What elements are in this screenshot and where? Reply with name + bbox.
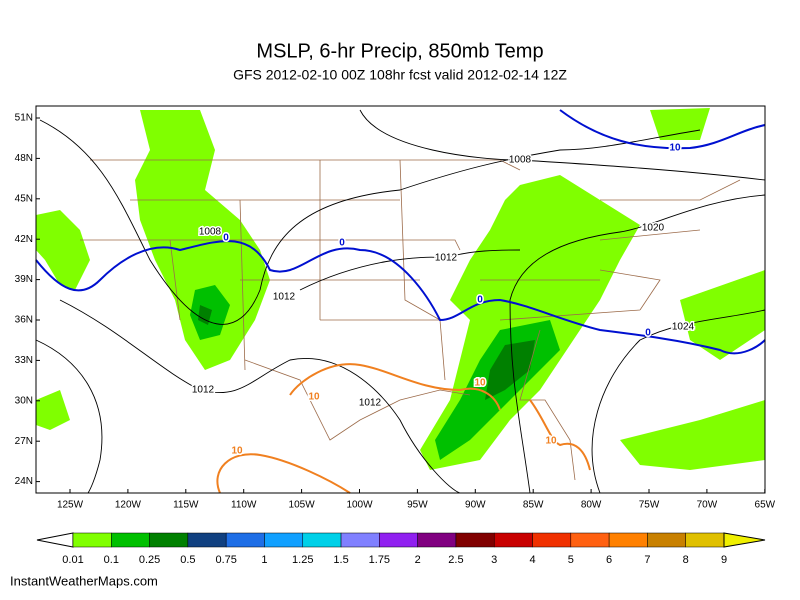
labels: 51N 48N 45N 42N 39N 36N 33N 30N 27N 24N 125W 120W 11…	[15, 113, 776, 511]
contour-label: 0	[477, 295, 483, 306]
contour-label: 10	[669, 143, 681, 154]
colorbar-label: 0.01	[62, 554, 83, 566]
colorbar-label: 2	[415, 554, 421, 566]
colorbar-label: 1.5	[333, 554, 348, 566]
colorbar-box	[225, 532, 265, 548]
precip-area	[485, 340, 535, 400]
colorbar-left-arrow	[36, 532, 74, 548]
lon-label: 110W	[231, 500, 257, 511]
colorbar-box	[570, 532, 610, 548]
lat-label: 45N	[15, 193, 33, 204]
contour-label: 10	[545, 436, 557, 447]
lon-label: 120W	[115, 500, 142, 511]
map	[35, 105, 766, 494]
isobars	[35, 109, 766, 494]
contour-label: 1020	[642, 223, 665, 234]
lon-label: 85W	[523, 500, 544, 511]
precip-area	[680, 270, 765, 360]
colorbar-box	[149, 532, 189, 548]
lat-label: 36N	[15, 315, 33, 326]
contour-label: 0	[223, 233, 229, 244]
contour-label: 0	[339, 238, 345, 249]
colorbar-box	[417, 532, 457, 548]
lon-label: 95W	[407, 500, 428, 511]
colorbar-label: 7	[644, 554, 650, 566]
contour-label: 1008	[509, 155, 532, 166]
colorbar-box	[647, 532, 686, 548]
lat-label: 27N	[15, 436, 33, 447]
colorbar-box	[340, 532, 380, 548]
lat-label: 42N	[15, 234, 33, 245]
contour-label: 10	[474, 378, 486, 389]
colorbar-right-arrow	[723, 532, 766, 548]
contour-label: 0	[645, 328, 651, 339]
contour-label: 10	[231, 446, 243, 457]
contour-label: 1012	[273, 292, 296, 303]
lat-label: 48N	[15, 153, 33, 164]
lat-label: 30N	[15, 395, 33, 406]
contour-label: 10	[308, 392, 320, 403]
colorbar-label: 1	[261, 554, 267, 566]
contour-label: 1012	[359, 398, 382, 409]
colorbar-label: 1.75	[369, 554, 390, 566]
precip-area	[36, 210, 90, 290]
contour-label: 1024	[672, 322, 695, 333]
colorbar-label: 3	[491, 554, 497, 566]
map-frame	[35, 105, 766, 494]
contour-label: 1012	[192, 385, 215, 396]
footer: InstantWeatherMaps.com	[10, 573, 158, 588]
lon-label: 65W	[755, 500, 776, 511]
colorbar: 0.01 0.1 0.25 0.5 0.75 1 1.25 1.5 1.75 2 2.5 3 4 5 6 7 8…	[36, 532, 766, 566]
lon-label: 105W	[289, 500, 316, 511]
precip-area	[198, 305, 212, 325]
colorbar-label: 6	[606, 554, 612, 566]
colorbar-label: 8	[683, 554, 689, 566]
colorbar-box	[685, 532, 725, 548]
colorbar-box	[72, 532, 112, 548]
lon-label: 100W	[346, 500, 373, 511]
colorbar-label: 9	[721, 554, 727, 566]
colorbar-box	[532, 532, 572, 548]
colorbar-box	[608, 532, 648, 548]
colorbar-label: 0.75	[215, 554, 236, 566]
precip-area	[620, 400, 765, 470]
contour-label: 1008	[199, 227, 222, 238]
lon-label: 70W	[697, 500, 718, 511]
lon-label: 80W	[581, 500, 602, 511]
colorbar-label: 2.5	[448, 554, 463, 566]
subtitle: GFS 2012-02-10 00Z 108hr fcst valid 2012…	[233, 67, 567, 83]
contour-label: 1012	[435, 253, 458, 264]
colorbar-box	[264, 532, 304, 548]
lon-label: 75W	[639, 500, 660, 511]
colorbar-label: 1.25	[292, 554, 313, 566]
lon-label: 125W	[57, 500, 84, 511]
colorbar-label: 0.5	[180, 554, 195, 566]
colorbar-label: 5	[568, 554, 574, 566]
colorbar-box	[302, 532, 342, 548]
colorbar-label: 0.25	[139, 554, 160, 566]
title: MSLP, 6-hr Precip, 850mb Temp	[256, 40, 543, 62]
colorbar-label: 4	[529, 554, 535, 566]
colorbar-box	[379, 532, 418, 548]
colorbar-label: 0.1	[104, 554, 119, 566]
colorbar-box	[111, 532, 150, 548]
lon-label: 115W	[173, 500, 199, 511]
precip-area	[36, 390, 70, 430]
colorbar-box	[455, 532, 495, 548]
colorbar-box	[187, 532, 227, 548]
freezing-line	[35, 109, 766, 355]
lat-label: 51N	[15, 113, 33, 124]
precip-area	[650, 108, 710, 140]
lat-label: 33N	[15, 355, 33, 366]
lat-label: 24N	[15, 476, 33, 487]
warm-line	[216, 363, 591, 494]
lat-label: 39N	[15, 274, 33, 285]
lon-label: 90W	[465, 500, 486, 511]
colorbar-box	[493, 532, 533, 548]
